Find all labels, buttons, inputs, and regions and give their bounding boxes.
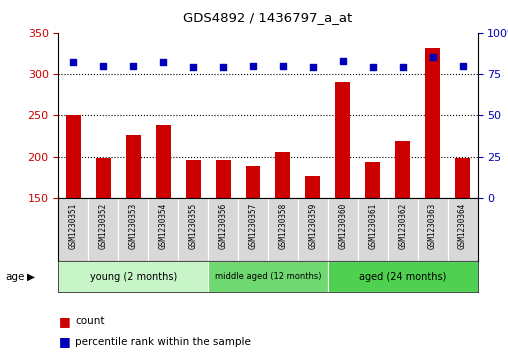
Bar [66,115,81,198]
Bar [58,198,88,261]
Text: age: age [5,272,24,282]
Bar [395,141,410,198]
Bar [238,198,268,261]
Bar [126,135,141,198]
Bar [358,198,388,261]
Text: GSM1230355: GSM1230355 [188,203,198,249]
Point [129,63,137,69]
Text: count: count [75,316,105,326]
Bar [208,261,328,292]
Bar [298,198,328,261]
Bar [148,198,178,261]
Bar [58,261,208,292]
Text: GSM1230362: GSM1230362 [398,203,407,249]
Point [219,65,227,70]
Point [429,54,437,60]
Text: GSM1230356: GSM1230356 [218,203,228,249]
Text: GSM1230357: GSM1230357 [248,203,258,249]
Bar [275,152,291,198]
Bar [185,160,201,198]
Point [309,65,317,70]
Text: GSM1230351: GSM1230351 [69,203,78,249]
Text: GSM1230361: GSM1230361 [368,203,377,249]
Text: young (2 months): young (2 months) [89,272,177,282]
Text: GSM1230353: GSM1230353 [129,203,138,249]
Bar [178,198,208,261]
Bar [96,158,111,198]
Point [459,63,467,69]
Bar [118,198,148,261]
Point [339,58,347,64]
Point [249,63,257,69]
Bar [88,198,118,261]
Bar [388,198,418,261]
Point [189,65,197,70]
Bar [425,48,440,198]
Bar [365,162,380,198]
Text: GSM1230352: GSM1230352 [99,203,108,249]
Point [69,60,77,65]
Text: ■: ■ [58,335,70,348]
Text: ▶: ▶ [27,272,36,282]
Bar [245,167,261,198]
Bar [335,82,351,198]
Text: ■: ■ [58,315,70,328]
Point [279,63,287,69]
Bar [305,176,321,198]
Bar [215,160,231,198]
Text: percentile rank within the sample: percentile rank within the sample [75,337,251,347]
Text: GSM1230363: GSM1230363 [428,203,437,249]
Bar [156,125,171,198]
Bar [268,198,298,261]
Bar [328,261,478,292]
Bar [455,158,470,198]
Text: middle aged (12 months): middle aged (12 months) [215,272,321,281]
Text: GDS4892 / 1436797_a_at: GDS4892 / 1436797_a_at [183,11,353,24]
Text: GSM1230354: GSM1230354 [158,203,168,249]
Point [159,60,167,65]
Text: GSM1230358: GSM1230358 [278,203,288,249]
Bar [418,198,448,261]
Text: GSM1230360: GSM1230360 [338,203,347,249]
Bar [208,198,238,261]
Point [99,63,107,69]
Text: GSM1230364: GSM1230364 [458,203,467,249]
Point [399,65,407,70]
Text: aged (24 months): aged (24 months) [359,272,447,282]
Bar [448,198,478,261]
Text: GSM1230359: GSM1230359 [308,203,318,249]
Point [369,65,377,70]
Bar [328,198,358,261]
